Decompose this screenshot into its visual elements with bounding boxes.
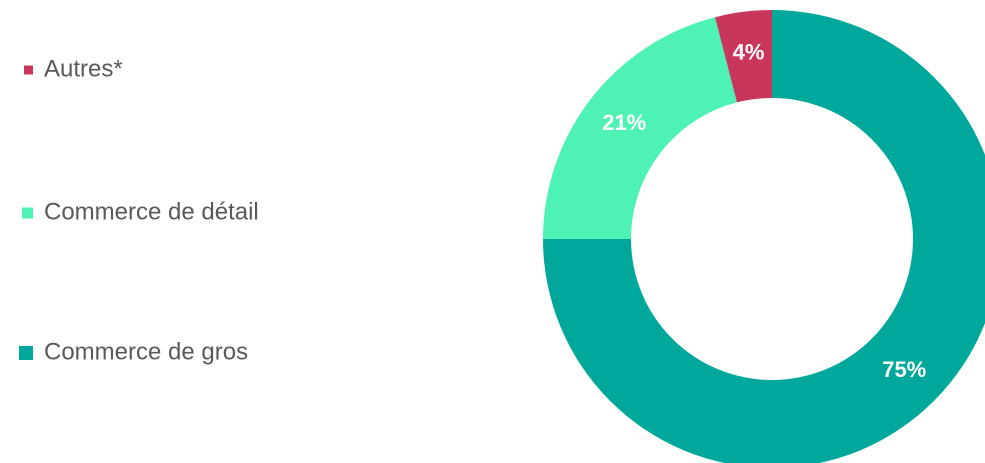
legend-swatch [19,346,33,360]
legend-label: Autres* [44,55,123,82]
slice [715,10,772,103]
slice [543,10,985,463]
legend-label: Commerce de détail [44,198,259,225]
legend-label: Commerce de gros [44,338,248,365]
legend-swatch [24,65,33,75]
data-label: 4% [733,39,765,64]
data-label: 75% [882,357,926,382]
slice [543,17,737,239]
data-label: 21% [602,110,646,135]
legend-swatch [22,207,33,219]
